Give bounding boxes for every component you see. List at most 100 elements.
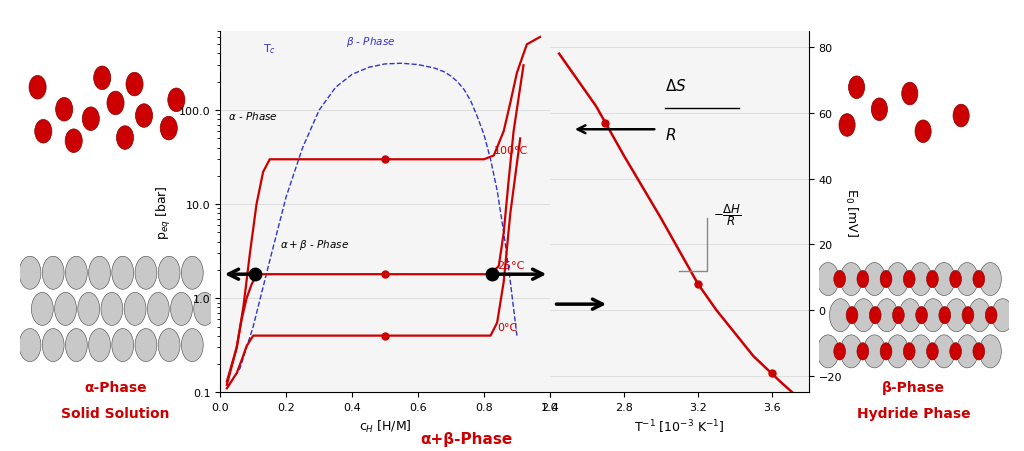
Ellipse shape — [19, 329, 41, 362]
Ellipse shape — [903, 343, 915, 360]
Ellipse shape — [66, 257, 87, 290]
Text: $-\dfrac{\Delta H}{R}$: $-\dfrac{\Delta H}{R}$ — [713, 202, 741, 228]
Ellipse shape — [881, 343, 892, 360]
Ellipse shape — [893, 307, 904, 324]
Y-axis label: p$_{eq}$ [bar]: p$_{eq}$ [bar] — [156, 184, 173, 239]
Ellipse shape — [817, 263, 839, 296]
Ellipse shape — [89, 329, 111, 362]
Ellipse shape — [841, 335, 862, 368]
Ellipse shape — [899, 299, 921, 332]
Ellipse shape — [963, 307, 974, 324]
Ellipse shape — [923, 299, 944, 332]
Ellipse shape — [126, 73, 143, 97]
Ellipse shape — [101, 293, 123, 326]
Ellipse shape — [956, 335, 978, 368]
X-axis label: c$_H$ [H/M]: c$_H$ [H/M] — [358, 418, 412, 434]
Ellipse shape — [863, 335, 886, 368]
Ellipse shape — [171, 293, 193, 326]
Ellipse shape — [55, 98, 73, 122]
Ellipse shape — [168, 89, 185, 112]
Ellipse shape — [112, 257, 134, 290]
Y-axis label: E$_0$ [mV]: E$_0$ [mV] — [843, 187, 859, 237]
Ellipse shape — [135, 329, 157, 362]
Ellipse shape — [32, 293, 53, 326]
Ellipse shape — [42, 257, 65, 290]
Ellipse shape — [849, 77, 864, 99]
Ellipse shape — [112, 329, 134, 362]
Ellipse shape — [194, 293, 216, 326]
Ellipse shape — [93, 67, 111, 90]
Ellipse shape — [42, 329, 65, 362]
Ellipse shape — [980, 263, 1001, 296]
Text: 25°C: 25°C — [497, 260, 524, 270]
Ellipse shape — [106, 92, 124, 115]
X-axis label: T$^{-1}$ [10$^{-3}$ K$^{-1}$]: T$^{-1}$ [10$^{-3}$ K$^{-1}$] — [634, 418, 725, 435]
Ellipse shape — [66, 329, 87, 362]
Ellipse shape — [956, 263, 978, 296]
Ellipse shape — [841, 263, 862, 296]
Text: α+β-Phase: α+β-Phase — [420, 432, 512, 446]
Ellipse shape — [124, 293, 146, 326]
Ellipse shape — [939, 307, 950, 324]
Ellipse shape — [933, 263, 955, 296]
Text: T$_c$: T$_c$ — [263, 42, 276, 56]
Ellipse shape — [992, 299, 1014, 332]
Text: α-Phase: α-Phase — [84, 380, 146, 394]
Ellipse shape — [871, 99, 888, 121]
Ellipse shape — [158, 257, 180, 290]
Text: Hydride Phase: Hydride Phase — [857, 406, 971, 420]
Ellipse shape — [910, 263, 932, 296]
Ellipse shape — [181, 329, 203, 362]
Text: $\beta$ - Phase: $\beta$ - Phase — [345, 35, 395, 49]
Ellipse shape — [863, 263, 886, 296]
Ellipse shape — [857, 271, 868, 288]
Ellipse shape — [135, 257, 157, 290]
Text: $\mathit{\Delta S}$: $\mathit{\Delta S}$ — [665, 78, 686, 94]
Text: $\alpha + \beta$ - Phase: $\alpha + \beta$ - Phase — [280, 238, 348, 252]
Ellipse shape — [82, 108, 99, 131]
Ellipse shape — [829, 299, 851, 332]
Ellipse shape — [29, 76, 46, 100]
Text: $\alpha$ - Phase: $\alpha$ - Phase — [228, 110, 279, 122]
Ellipse shape — [902, 83, 918, 106]
Ellipse shape — [89, 257, 111, 290]
Text: 0°C: 0°C — [497, 322, 517, 332]
Ellipse shape — [945, 299, 968, 332]
Ellipse shape — [915, 307, 928, 324]
Ellipse shape — [160, 117, 177, 141]
Ellipse shape — [985, 307, 997, 324]
Ellipse shape — [927, 271, 938, 288]
Ellipse shape — [35, 120, 52, 144]
Ellipse shape — [910, 335, 932, 368]
Ellipse shape — [817, 335, 839, 368]
Ellipse shape — [915, 121, 931, 143]
Text: 100°C: 100°C — [494, 146, 528, 156]
Ellipse shape — [147, 293, 169, 326]
Ellipse shape — [839, 115, 855, 137]
Ellipse shape — [54, 293, 77, 326]
Ellipse shape — [66, 129, 82, 153]
Ellipse shape — [881, 271, 892, 288]
Ellipse shape — [869, 307, 881, 324]
Ellipse shape — [834, 271, 846, 288]
Ellipse shape — [933, 335, 955, 368]
Text: β-Phase: β-Phase — [882, 380, 945, 394]
Ellipse shape — [953, 105, 969, 128]
Ellipse shape — [973, 271, 985, 288]
Ellipse shape — [19, 257, 41, 290]
Ellipse shape — [927, 343, 938, 360]
Ellipse shape — [969, 299, 990, 332]
Ellipse shape — [846, 307, 858, 324]
Ellipse shape — [78, 293, 99, 326]
Ellipse shape — [980, 335, 1001, 368]
Ellipse shape — [903, 271, 915, 288]
Ellipse shape — [949, 271, 962, 288]
Ellipse shape — [973, 343, 985, 360]
Ellipse shape — [181, 257, 203, 290]
Ellipse shape — [887, 335, 908, 368]
Ellipse shape — [834, 343, 846, 360]
Ellipse shape — [887, 263, 908, 296]
Text: Solid Solution: Solid Solution — [61, 406, 170, 420]
Text: $\mathit{R}$: $\mathit{R}$ — [665, 127, 676, 143]
Ellipse shape — [857, 343, 868, 360]
